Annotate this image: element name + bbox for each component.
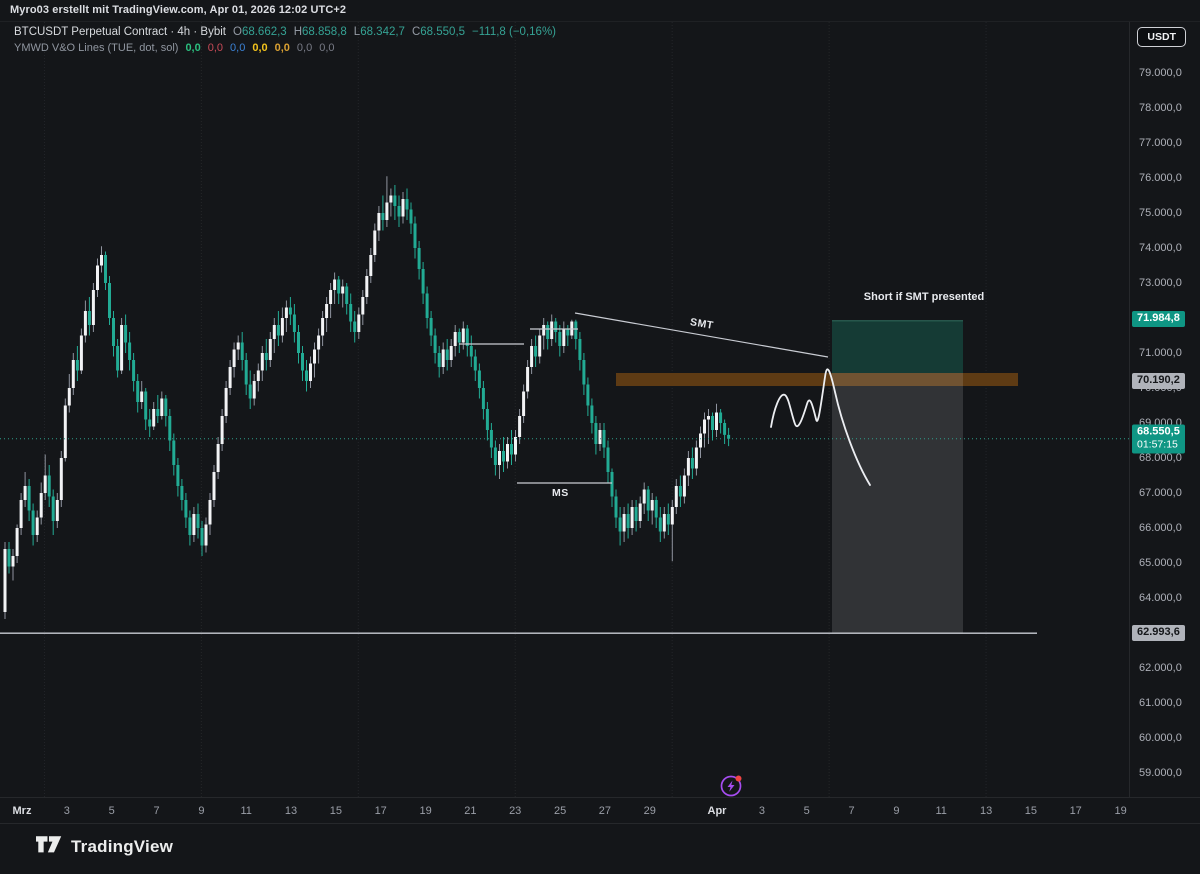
indicator-value: 0,0 (207, 42, 224, 54)
price-tick-label: 59.000,0 (1139, 767, 1182, 779)
smt-trendline[interactable] (574, 312, 829, 358)
chart-background (0, 22, 1129, 797)
indicator-value: 0,0 (274, 42, 290, 54)
time-tick-label: 21 (464, 805, 477, 817)
indicator-row: YMWD V&O Lines (TUE, dot, sol) 0,0 0,0 0,0 0… (14, 42, 556, 54)
price-tick-label: 60.000,0 (1139, 732, 1182, 744)
price-tick-label: 79.000,0 (1139, 67, 1182, 79)
ohlc-key: O (232, 26, 242, 38)
price-tick-label: 65.000,0 (1139, 557, 1182, 569)
indicator-value: 0,0 (185, 42, 201, 54)
footer: TradingView (0, 824, 1200, 874)
price-tick-label: 77.000,0 (1139, 137, 1182, 149)
time-tick-label: 7 (848, 805, 855, 817)
time-tick-label: 5 (803, 805, 810, 817)
notification-dot (735, 775, 742, 782)
ohlc-value: 68.550,5 (420, 26, 466, 38)
indicator-value: 0,0 (319, 42, 335, 54)
ohlc-values: O68.662,3 H68.858,8 L68.342,7 C68.550,5 (226, 26, 465, 38)
ohlc-key: H (293, 26, 303, 38)
time-tick-label: Apr (707, 805, 727, 817)
price-tick-label: 67.000,0 (1139, 487, 1182, 499)
time-axis[interactable]: Mrz 3 5 7 9 11 13 15 17 19 21 23 25 27 29 Apr 3 5 7 9 11 13 15… (0, 797, 1200, 824)
price-tick-label: 71.000,0 (1139, 347, 1182, 359)
time-tick-label: 19 (419, 805, 432, 817)
attribution-bar: Myro03 erstellt mit TradingView.com, Apr… (0, 0, 1200, 22)
time-tick-label: 25 (553, 805, 567, 817)
tradingview-mark-icon (36, 836, 62, 853)
indicator-value: 0,0 (252, 42, 268, 54)
time-tick-label: 17 (1069, 805, 1082, 817)
chart-pane[interactable] (0, 22, 1130, 797)
indicator-values: 0,0 0,0 0,0 0,0 0,0 0,0 0,0 (178, 42, 334, 54)
price-badge: 68.550,5 01:57:15 (1132, 424, 1185, 454)
time-tick-label: 11 (240, 805, 252, 817)
price-badge: 71.984,8 (1132, 310, 1185, 327)
ms-structure-label: MS (552, 487, 569, 499)
flash-streak-icon[interactable] (717, 772, 745, 800)
ohlc-value: 68.858,8 (302, 26, 347, 38)
symbol-title: BTCUSDT Perpetual Contract · 4h · Bybit (14, 26, 226, 38)
time-tick-label: 13 (284, 805, 298, 817)
time-tick-label: 27 (598, 805, 612, 817)
ohlc-key: L (353, 26, 361, 38)
symbol-row: BTCUSDT Perpetual Contract · 4h · Bybit O… (14, 26, 556, 38)
price-tick-label: 66.000,0 (1139, 522, 1182, 534)
time-tick-label: 3 (63, 805, 70, 817)
supply-band[interactable] (616, 373, 1018, 386)
ohlc-value: 68.662,3 (241, 26, 287, 38)
price-tick-label: 76.000,0 (1139, 172, 1182, 184)
price-tick-label: 64.000,0 (1139, 592, 1182, 604)
time-tick-label: 11 (935, 805, 947, 817)
price-tick-label: 78.000,0 (1139, 102, 1182, 114)
time-tick-label: 15 (1024, 805, 1038, 817)
time-tick-label: 29 (643, 805, 656, 817)
currency-toggle-button[interactable]: USDT (1137, 27, 1186, 47)
time-tick-label: 19 (1114, 805, 1127, 817)
time-tick-label: Mrz (12, 805, 32, 817)
price-path-sketch[interactable] (770, 368, 871, 486)
change-value: −111,8 (−0,16%) (472, 26, 556, 38)
price-tick-label: 73.000,0 (1139, 277, 1182, 289)
time-tick-label: 17 (374, 805, 387, 817)
price-tick-label: 62.000,0 (1139, 662, 1182, 674)
short-entry-box[interactable] (832, 320, 963, 373)
indicator-value: 0,0 (230, 42, 246, 54)
indicator-value: 0,0 (296, 42, 313, 54)
time-tick-label: 5 (108, 805, 115, 817)
ohlc-key: C (411, 26, 421, 38)
price-tick-label: 75.000,0 (1139, 207, 1182, 219)
time-axis-labels: Mrz 3 5 7 9 11 13 15 17 19 21 23 25 27 29 Apr 3 5 7 9 11 13 15… (0, 798, 1131, 825)
lightning-bolt-icon (727, 780, 735, 792)
flash-circle (720, 775, 742, 797)
attribution-text: Myro03 erstellt mit TradingView.com, Apr… (10, 4, 347, 16)
short-note-label: Short if SMT presented (863, 291, 985, 303)
indicator-title: YMWD V&O Lines (TUE, dot, sol) (14, 42, 179, 54)
price-axis[interactable]: 79.000,0 78.000,0 77.000,0 76.000,0 75.000,0… (1131, 22, 1200, 797)
chart-legend: BTCUSDT Perpetual Contract · 4h · Bybit O… (14, 26, 556, 54)
time-tick-label: 9 (893, 805, 900, 817)
short-target-box[interactable] (832, 373, 963, 634)
price-badge: 62.993,6 (1132, 625, 1185, 642)
bar-countdown: 01:57:15 (1137, 438, 1178, 451)
time-tick-label: 13 (979, 805, 993, 817)
time-tick-label: 23 (509, 805, 522, 817)
price-tick-label: 61.000,0 (1139, 697, 1182, 709)
tradingview-wordmark: TradingView (71, 837, 174, 856)
candlestick-chart[interactable] (0, 22, 1130, 797)
time-tick-label: 3 (758, 805, 765, 817)
price-tick-label: 74.000,0 (1139, 242, 1182, 254)
tradingview-logo[interactable]: TradingView (36, 836, 173, 858)
price-badge: 70.190,2 (1132, 373, 1185, 390)
price-tick-label: 68.000,0 (1139, 452, 1182, 464)
time-tick-label: 9 (198, 805, 205, 817)
ohlc-value: 68.342,7 (360, 26, 405, 38)
time-tick-label: 15 (329, 805, 343, 817)
time-tick-label: 7 (153, 805, 160, 817)
